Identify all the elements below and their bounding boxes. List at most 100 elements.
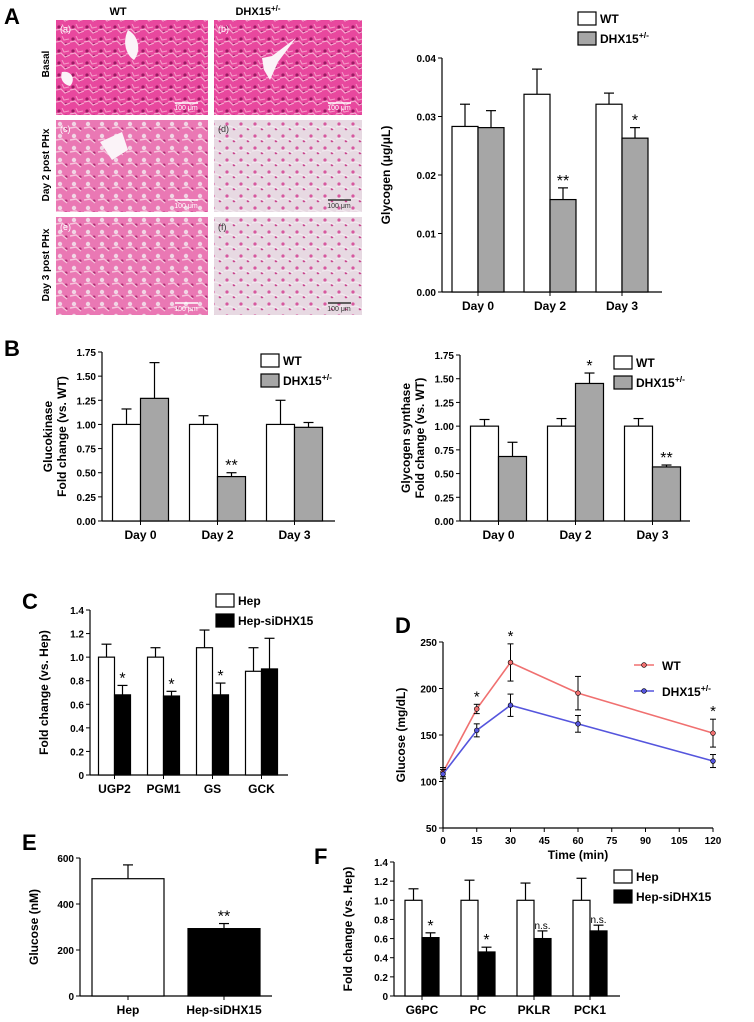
y-axis-label: Glucose (mg/dL) bbox=[394, 688, 408, 783]
bar bbox=[451, 125, 479, 293]
y-tick-label: 200 bbox=[420, 685, 437, 696]
y-tick-label: 0 bbox=[78, 771, 84, 782]
legend-label: WT bbox=[600, 12, 619, 26]
bar bbox=[469, 425, 500, 522]
x-tick-label: 105 bbox=[671, 836, 688, 847]
x-axis-label: Time (min) bbox=[548, 848, 608, 862]
y-tick-label: 1.4 bbox=[70, 606, 84, 617]
bar bbox=[421, 937, 440, 997]
bar bbox=[111, 423, 142, 522]
y-tick-label: 50 bbox=[426, 824, 438, 835]
y-tick-label: 600 bbox=[57, 854, 74, 865]
panel-label-d: D bbox=[395, 613, 411, 638]
x-tick-label: 45 bbox=[539, 836, 551, 847]
data-point bbox=[507, 659, 514, 666]
bar bbox=[146, 656, 165, 776]
legend-label: Hep bbox=[636, 870, 659, 884]
significance-mark: n.s. bbox=[590, 915, 606, 926]
y-tick-label: 1.75 bbox=[77, 348, 97, 359]
y-axis-label: Fold change (vs. Hep) bbox=[341, 867, 355, 992]
micrograph-tag: (a) bbox=[60, 24, 71, 34]
y-axis-label-secondary: Fold change (vs. WT) bbox=[413, 378, 427, 499]
bar bbox=[651, 466, 682, 522]
micrograph-scale-label: 100 μm bbox=[174, 306, 198, 313]
x-tick-label: PCK1 bbox=[574, 1003, 606, 1017]
bar bbox=[97, 656, 116, 776]
y-tick-label: 0.4 bbox=[374, 954, 388, 965]
y-tick-label: 0.8 bbox=[374, 915, 388, 926]
y-tick-label: 1.0 bbox=[374, 896, 388, 907]
micrograph-scale-label: 100 μm bbox=[327, 105, 351, 112]
micrograph-scale-label: 100 μm bbox=[174, 105, 198, 112]
micrograph-tile-f: (f) 100 μm bbox=[214, 217, 362, 315]
y-axis-label: Fold change (vs. Hep) bbox=[37, 630, 51, 755]
legend-swatch bbox=[613, 889, 633, 904]
x-tick-label: 15 bbox=[471, 836, 483, 847]
micrograph-row-header-basal: Basal bbox=[41, 50, 52, 77]
legend-marker bbox=[641, 688, 647, 694]
micrograph-tile-d: (d) 100 μm bbox=[214, 120, 362, 212]
significance-mark: ** bbox=[225, 458, 237, 475]
y-tick-label: 1.2 bbox=[70, 630, 84, 641]
x-tick-label: 75 bbox=[606, 836, 618, 847]
significance-mark: * bbox=[632, 113, 638, 130]
panel-label-e: E bbox=[22, 830, 37, 855]
significance-mark: * bbox=[427, 918, 433, 935]
significance-mark: * bbox=[508, 628, 514, 645]
bar bbox=[265, 423, 296, 522]
y-tick-label: 150 bbox=[420, 731, 437, 742]
significance-mark: * bbox=[217, 668, 223, 685]
micrograph-row-header-day3: Day 3 post PHx bbox=[41, 228, 52, 301]
y-tick-label: 0.75 bbox=[77, 445, 97, 456]
y-axis-label: Glucokinase bbox=[41, 401, 55, 473]
micrograph-tile-b: (b) 100 μm bbox=[214, 20, 362, 115]
data-point bbox=[575, 690, 581, 696]
y-tick-label: 1.50 bbox=[77, 372, 97, 383]
micrograph-scale-label: 100 μm bbox=[174, 203, 198, 210]
y-tick-label: 0.6 bbox=[70, 700, 84, 711]
x-tick-label: Day 2 bbox=[559, 528, 591, 542]
legend-label: WT bbox=[283, 354, 302, 368]
bar bbox=[195, 647, 214, 776]
x-tick-label: GS bbox=[204, 782, 221, 796]
bar bbox=[623, 425, 654, 522]
y-tick-label: 0.50 bbox=[77, 469, 97, 480]
significance-mark: * bbox=[483, 932, 489, 949]
y-tick-label: 1.50 bbox=[435, 375, 455, 386]
chart-e: 0 200 400 600 Glucose (nM) Hep Hep-siDHX15 ** bbox=[27, 854, 272, 1017]
bar bbox=[404, 899, 423, 997]
bar bbox=[477, 951, 496, 997]
bar bbox=[293, 426, 324, 522]
y-tick-label: 0.2 bbox=[70, 747, 84, 758]
y-tick-label: 1.0 bbox=[70, 653, 84, 664]
micrograph-tile-e: (e) 100 μm bbox=[56, 217, 208, 315]
chart-c: 0 0.2 0.4 0.6 0.8 1.0 1.2 1.4 Fold change (vs. H… bbox=[37, 593, 314, 796]
x-tick-label: Day 2 bbox=[201, 528, 233, 542]
bar bbox=[188, 423, 219, 522]
legend-swatch bbox=[260, 353, 280, 368]
micrograph-tag: (f) bbox=[218, 222, 227, 232]
y-tick-label: 200 bbox=[57, 946, 74, 957]
significance-mark: n.s. bbox=[534, 921, 550, 932]
legend-label: WT bbox=[636, 356, 655, 370]
x-tick-label: Day 3 bbox=[606, 299, 638, 313]
legend-swatch bbox=[613, 869, 633, 884]
panel-label-b: B bbox=[4, 336, 20, 361]
x-tick-label: Day 3 bbox=[278, 528, 310, 542]
y-tick-label: 0.4 bbox=[70, 724, 84, 735]
bar bbox=[460, 899, 479, 997]
legend-swatch bbox=[613, 355, 633, 370]
chart-b2: 0.00 0.25 0.50 0.75 1.00 1.25 1.50 1.75 Glycogen… bbox=[399, 351, 690, 542]
micrograph-tag: (d) bbox=[218, 124, 229, 134]
bar bbox=[113, 694, 132, 776]
y-tick-label: 0.01 bbox=[417, 230, 437, 241]
micrograph-row-header-day2: Day 2 post PHx bbox=[41, 128, 52, 201]
x-tick-label: 30 bbox=[505, 836, 517, 847]
bar bbox=[497, 455, 528, 522]
bar bbox=[91, 878, 165, 997]
x-tick-label: Day 3 bbox=[636, 528, 668, 542]
x-tick-label: PC bbox=[470, 1003, 487, 1017]
legend-label: DHX15+/- bbox=[600, 30, 649, 46]
x-tick-label: Day 2 bbox=[534, 299, 566, 313]
micrograph-tile-c: (c) 100 μm bbox=[56, 120, 208, 212]
